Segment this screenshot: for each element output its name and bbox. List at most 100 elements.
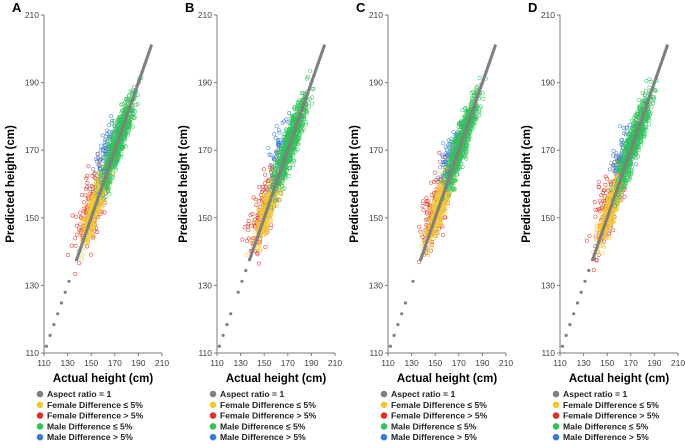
data-point	[74, 215, 77, 218]
data-point	[131, 125, 134, 128]
x-tick-label: 130	[577, 358, 591, 368]
x-tick-label: 190	[304, 358, 318, 368]
data-point	[601, 251, 604, 254]
y-axis-label: Predicted height (cm)	[5, 125, 17, 243]
series-aspect-ratio	[389, 44, 497, 348]
legend-marker	[381, 412, 388, 419]
legend-marker	[210, 391, 217, 398]
y-tick-label: 150	[25, 213, 39, 223]
data-point	[419, 245, 422, 248]
data-point	[594, 208, 597, 211]
data-point	[445, 148, 448, 151]
data-point	[86, 181, 89, 184]
data-point	[82, 201, 85, 204]
x-tick-label: 110	[553, 358, 567, 368]
x-tick-label: 170	[108, 358, 122, 368]
legend-label: Aspect ratio = 1	[220, 389, 284, 399]
aspect-ratio-point	[244, 269, 247, 272]
legend-marker	[381, 391, 388, 398]
data-point	[438, 151, 441, 154]
legend-marker	[37, 402, 44, 409]
data-point	[247, 228, 250, 231]
x-tick-label: 150	[428, 358, 442, 368]
x-tick-label: 130	[61, 358, 75, 368]
y-tick-label: 170	[541, 145, 555, 155]
x-tick-label: 170	[281, 358, 295, 368]
aspect-ratio-point	[49, 334, 52, 337]
series-aspect-ratio	[45, 44, 153, 348]
data-point	[87, 165, 90, 168]
data-point	[95, 157, 98, 160]
legend-marker	[381, 434, 388, 441]
data-point	[470, 91, 473, 94]
x-axis-label: Actual height (cm)	[397, 373, 497, 385]
legend-marker	[210, 402, 217, 409]
data-point	[77, 262, 80, 265]
data-point	[287, 111, 290, 114]
data-point	[245, 239, 248, 242]
y-tick-label: 210	[25, 10, 39, 20]
x-tick-label: 190	[647, 358, 661, 368]
x-tick-label: 150	[600, 358, 614, 368]
data-point	[89, 253, 92, 256]
data-point	[425, 196, 428, 199]
y-tick-label: 110	[25, 348, 39, 358]
data-point	[419, 230, 422, 233]
y-tick-label: 210	[541, 10, 555, 20]
legend-label: Aspect ratio = 1	[391, 389, 455, 399]
x-tick-label: 190	[131, 358, 145, 368]
data-point	[255, 203, 258, 206]
x-tick-label: 170	[624, 358, 638, 368]
data-point	[101, 134, 104, 137]
aspect-ratio-point	[393, 334, 396, 337]
data-point	[247, 219, 250, 222]
y-tick-label: 190	[25, 78, 39, 88]
data-point	[482, 97, 485, 100]
data-point	[438, 166, 441, 169]
data-point	[417, 225, 420, 228]
panel-label: B	[185, 0, 194, 15]
data-point	[262, 168, 265, 171]
aspect-ratio-point	[222, 334, 225, 337]
data-point	[258, 185, 261, 188]
data-point	[450, 137, 453, 140]
aspect-ratio-point	[45, 345, 48, 348]
x-tick-label: 210	[671, 358, 685, 368]
data-point	[81, 193, 84, 196]
legend-marker	[37, 391, 44, 398]
aspect-ratio-point	[56, 312, 59, 315]
data-point	[71, 214, 74, 217]
x-tick-label: 210	[328, 358, 342, 368]
y-tick-label: 170	[198, 145, 212, 155]
scatter-points	[389, 44, 497, 348]
data-point	[592, 268, 595, 271]
data-point	[70, 244, 73, 247]
data-point	[75, 224, 78, 227]
y-tick-label: 190	[541, 78, 555, 88]
data-point	[74, 272, 77, 275]
y-tick-label: 170	[25, 145, 39, 155]
data-point	[241, 238, 244, 241]
y-tick-label: 130	[369, 280, 383, 290]
legend-marker	[381, 402, 388, 409]
data-point	[429, 249, 432, 252]
data-point	[623, 195, 626, 198]
y-tick-label: 110	[198, 348, 212, 358]
data-point	[74, 237, 77, 240]
y-axis-label: Predicted height (cm)	[521, 125, 533, 243]
y-tick-label: 130	[541, 280, 555, 290]
data-point	[79, 211, 82, 214]
data-point	[275, 125, 278, 128]
x-axis-label: Actual height (cm)	[226, 373, 326, 385]
aspect-ratio-point	[64, 291, 67, 294]
y-axis-label: Predicted height (cm)	[178, 125, 190, 243]
data-point	[433, 171, 436, 174]
x-axis-label: Actual height (cm)	[53, 373, 153, 385]
x-tick-label: 110	[37, 358, 51, 368]
data-point	[264, 245, 267, 248]
